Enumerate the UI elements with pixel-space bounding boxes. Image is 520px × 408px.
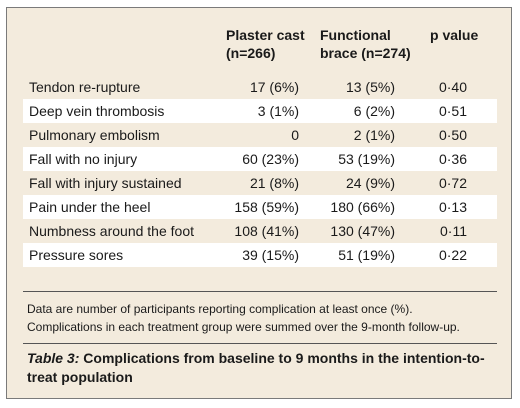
p-value: 0·40 — [438, 79, 467, 95]
plaster-cast-value: 0 — [291, 127, 299, 143]
plaster-cast-value: 3 (1%) — [257, 103, 299, 119]
row-label: Numbness around the foot — [29, 223, 194, 239]
functional-brace-value: 180 (66%) — [330, 199, 395, 215]
table-row: Fall with injury sustained 21 (8%) 24 (9… — [23, 171, 497, 195]
p-value: 0·51 — [438, 103, 467, 119]
functional-brace-value: 2 (1%) — [353, 127, 395, 143]
row-label: Deep vein thrombosis — [29, 103, 165, 119]
table-row: Pressure sores 39 (15%) 51 (19%) 0·22 — [23, 243, 497, 267]
row-label: Tendon re-rupture — [29, 79, 141, 95]
plaster-cast-value: 39 (15%) — [242, 247, 299, 263]
table-row: Tendon re-rupture 17 (6%) 13 (5%) 0·40 — [23, 75, 497, 99]
header-p-value: p value — [430, 27, 479, 43]
plaster-cast-value: 21 (8%) — [249, 175, 299, 191]
table-row: Pain under the heel 158 (59%) 180 (66%) … — [23, 195, 497, 219]
table-row: Deep vein thrombosis 3 (1%) 6 (2%) 0·51 — [23, 99, 497, 123]
functional-brace-value: 53 (19%) — [338, 151, 395, 167]
p-value: 0·50 — [438, 127, 467, 143]
p-value: 0·36 — [438, 151, 467, 167]
p-value: 0·22 — [438, 247, 467, 263]
row-label: Fall with no injury — [29, 151, 138, 167]
plaster-cast-value: 17 (6%) — [249, 79, 299, 95]
plaster-cast-value: 60 (23%) — [242, 151, 299, 167]
table-caption: Table 3: Complications from baseline to … — [27, 349, 497, 387]
functional-brace-value: 6 (2%) — [353, 103, 395, 119]
p-value: 0·72 — [438, 175, 467, 191]
table-footnote: Data are number of participants reportin… — [27, 302, 460, 334]
caption-text: Complications from baseline to 9 months … — [27, 350, 485, 385]
plaster-cast-value: 108 (41%) — [234, 223, 299, 239]
functional-brace-value: 51 (19%) — [338, 247, 395, 263]
caption-rule — [23, 343, 497, 344]
table-row: Pulmonary embolism 0 2 (1%) 0·50 — [23, 123, 497, 147]
p-value: 0·11 — [440, 223, 467, 239]
functional-brace-value: 24 (9%) — [345, 175, 395, 191]
table-bottom-rule — [23, 291, 497, 292]
plaster-cast-value: 158 (59%) — [234, 199, 299, 215]
row-label: Fall with injury sustained — [29, 175, 182, 191]
caption-label: Table 3: — [27, 350, 80, 366]
table-panel: Plaster cast (n=266) Functional brace (n… — [6, 7, 512, 399]
functional-brace-value: 130 (47%) — [330, 223, 395, 239]
row-label: Pulmonary embolism — [29, 127, 160, 143]
header-functional-brace: Functional brace (n=274) — [320, 27, 411, 61]
row-label: Pressure sores — [29, 247, 124, 263]
table-row: Fall with no injury 60 (23%) 53 (19%) 0·… — [23, 147, 497, 171]
row-label: Pain under the heel — [29, 199, 151, 215]
p-value: 0·13 — [438, 199, 467, 215]
table-row: Numbness around the foot 108 (41%) 130 (… — [23, 219, 497, 243]
functional-brace-value: 13 (5%) — [345, 79, 395, 95]
header-plaster-cast: Plaster cast (n=266) — [226, 27, 305, 61]
